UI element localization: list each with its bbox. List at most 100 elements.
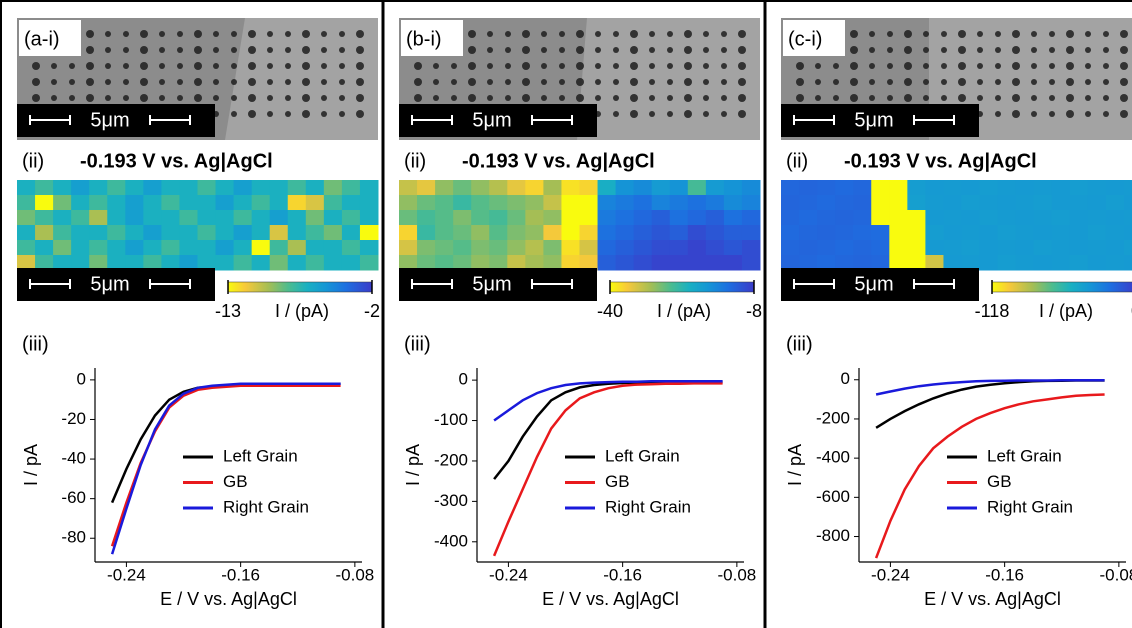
- sem-dot: [559, 95, 565, 101]
- heatmap-cell: [687, 180, 707, 196]
- heatmap-cell: [71, 225, 90, 241]
- sem-dot: [923, 95, 929, 101]
- sem-dot: [69, 63, 75, 69]
- sem-dot: [833, 63, 839, 69]
- heatmap-cell: [705, 210, 725, 226]
- sem-dot: [356, 78, 364, 86]
- heatmap-cell: [1051, 240, 1071, 256]
- heatmap-cell: [251, 210, 271, 226]
- heatmap-cell: [615, 240, 635, 256]
- heatmap-cell: [687, 195, 707, 211]
- heatmap-cell: [269, 240, 289, 256]
- heatmap-cell: [417, 210, 436, 226]
- heatmap-cell: [561, 180, 580, 196]
- heatmap-cell: [1087, 225, 1107, 241]
- sem-dot: [51, 95, 57, 101]
- map-label: (ii): [786, 150, 808, 172]
- colorbar-label: I / (pA): [657, 301, 711, 321]
- sem-dot: [1066, 78, 1074, 86]
- heatmap-cell: [359, 225, 379, 241]
- heatmap-cell: [215, 240, 235, 256]
- sem-dot: [1049, 31, 1055, 37]
- sem-dot: [721, 95, 727, 101]
- heatmap-cell: [53, 255, 72, 271]
- sem-dot: [177, 95, 183, 101]
- sem-dot: [522, 62, 530, 70]
- heatmap-cell: [489, 225, 508, 241]
- sem-dot: [339, 63, 345, 69]
- scale-bar-label: 5μm: [90, 273, 129, 295]
- sem-dot: [285, 47, 291, 53]
- heatmap-cell: [741, 225, 761, 241]
- heatmap-cell: [1033, 195, 1053, 211]
- sem-dot: [850, 46, 858, 54]
- sem-dot: [1066, 46, 1074, 54]
- sem-dot: [904, 62, 912, 70]
- sem-dot: [505, 47, 511, 53]
- heatmap-cell: [817, 180, 836, 196]
- heatmap-cell: [323, 210, 343, 226]
- scale-bar-label: 5μm: [472, 109, 511, 131]
- heatmap-cell: [853, 255, 872, 271]
- heatmap-cell: [453, 195, 472, 211]
- heatmap-cell: [233, 225, 253, 241]
- sem-dot: [1103, 31, 1109, 37]
- sem-dot: [1066, 30, 1074, 38]
- heatmap-cell: [1069, 195, 1089, 211]
- sem-dot: [1085, 47, 1091, 53]
- heatmap-cell: [979, 240, 999, 256]
- sem-dot: [613, 95, 619, 101]
- heatmap-cell: [179, 225, 198, 241]
- sem-dot: [123, 95, 129, 101]
- sem-dot: [559, 47, 565, 53]
- heatmap-cell: [197, 255, 217, 271]
- legend-label: Right Grain: [223, 497, 309, 516]
- heatmap-cell: [943, 180, 962, 196]
- heatmap-cell: [435, 225, 454, 241]
- heatmap-cell: [399, 180, 418, 196]
- heatmap-cell: [943, 225, 962, 241]
- heatmap-cell: [907, 195, 926, 211]
- sem-dot: [267, 47, 273, 53]
- heatmap-cell: [561, 210, 580, 226]
- heatmap-cell: [615, 210, 635, 226]
- sem-dot: [958, 62, 966, 70]
- sem-dot: [285, 31, 291, 37]
- heatmap-cell: [71, 240, 90, 256]
- sem-dot: [414, 62, 422, 70]
- sem-dot: [923, 31, 929, 37]
- sem-dot: [721, 47, 727, 53]
- y-tick-label: -60: [61, 488, 86, 507]
- heatmap-cell: [615, 225, 635, 241]
- heatmap-cell: [35, 195, 54, 211]
- sem-dot: [738, 78, 746, 86]
- heatmap-cell: [323, 195, 343, 211]
- heatmap-cell: [1069, 255, 1089, 271]
- heatmap-cell: [615, 180, 635, 196]
- heatmap-cell: [741, 240, 761, 256]
- sem-dot: [869, 63, 875, 69]
- heatmap-cell: [723, 195, 743, 211]
- sem-dot: [194, 78, 202, 86]
- sem-dot: [630, 78, 638, 86]
- heatmap-cell: [1015, 210, 1035, 226]
- data-line: [492, 382, 723, 557]
- x-tick-label: -0.08: [335, 565, 374, 584]
- heatmap-cell: [399, 210, 418, 226]
- y-axis-label: I / pA: [21, 444, 41, 486]
- heatmap-cell: [1087, 240, 1107, 256]
- heatmap-cell: [125, 255, 144, 271]
- heatmap-cell: [669, 180, 689, 196]
- heatmap-cell: [435, 255, 454, 271]
- sem-dot: [267, 31, 273, 37]
- heatmap-cell: [143, 195, 162, 211]
- heatmap-cell: [961, 225, 981, 241]
- sem-dot: [703, 111, 709, 117]
- sem-dot: [468, 78, 476, 86]
- heatmap-cell: [561, 195, 580, 211]
- sem-dot: [302, 62, 310, 70]
- sem-dot: [1120, 46, 1128, 54]
- sem-dot: [69, 95, 75, 101]
- sem-dot: [595, 63, 601, 69]
- heatmap-cell: [53, 195, 72, 211]
